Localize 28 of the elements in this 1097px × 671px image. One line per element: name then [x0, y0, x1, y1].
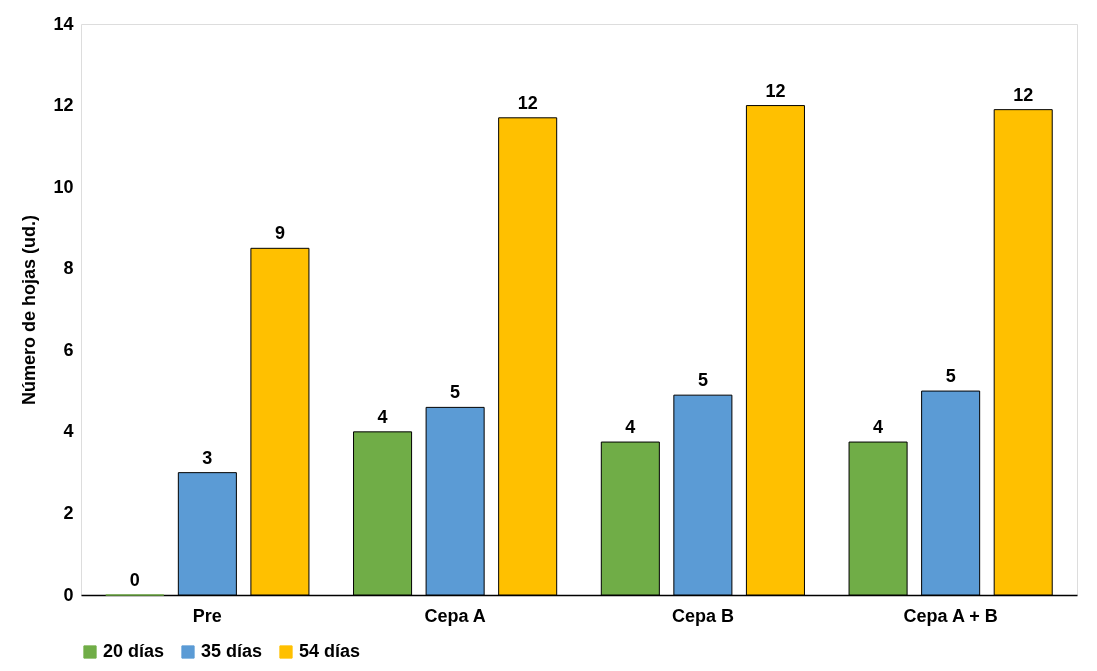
data-label: 5 — [697, 370, 708, 391]
data-label: 0 — [129, 570, 140, 590]
y-tick-label: 0 — [63, 584, 74, 605]
y-tick-label: 6 — [63, 339, 74, 360]
y-tick-label: 12 — [53, 95, 74, 116]
data-label: 3 — [202, 447, 213, 468]
x-tick-label: Cepa A + B — [903, 605, 998, 626]
y-tick-label: 4 — [63, 421, 74, 442]
data-label: 12 — [765, 80, 786, 101]
y-tick-label: 10 — [53, 176, 74, 197]
y-tick-label: 8 — [63, 258, 74, 279]
legend-label: 35 días — [201, 641, 263, 661]
x-tick-label: Pre — [192, 605, 222, 626]
data-label: 9 — [274, 223, 285, 244]
data-label: 4 — [625, 417, 636, 438]
data-label: 4 — [873, 417, 884, 438]
legend-label: 54 días — [299, 641, 361, 661]
data-label: 4 — [377, 406, 388, 427]
y-tick-label: 2 — [63, 502, 74, 523]
y-tick-label: 14 — [53, 13, 74, 34]
data-label: 12 — [1013, 84, 1034, 105]
x-tick-label: Cepa B — [671, 605, 734, 626]
data-label: 5 — [450, 382, 461, 403]
data-label: 12 — [517, 92, 538, 113]
x-tick-label: Cepa A — [424, 605, 486, 626]
y-axis-title: Número de hojas (ud.) — [19, 214, 40, 406]
legend-label: 20 días — [103, 641, 165, 661]
data-label: 5 — [945, 366, 956, 387]
